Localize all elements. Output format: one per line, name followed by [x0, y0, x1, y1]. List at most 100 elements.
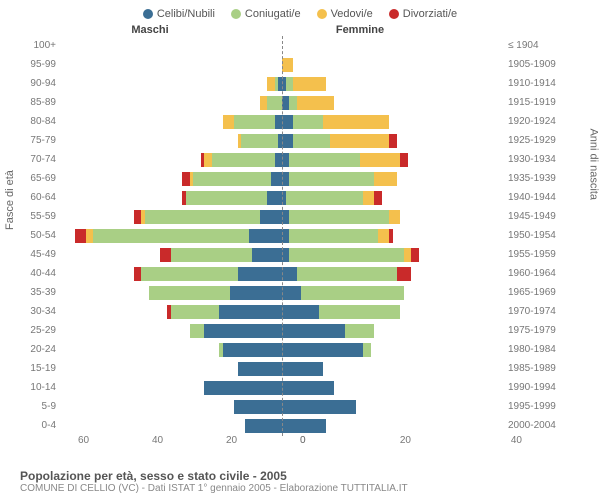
age-row: 90-941910-1914	[18, 74, 568, 93]
bar-male	[60, 96, 282, 110]
age-label: 45-49	[18, 249, 60, 260]
age-row: 45-491955-1959	[18, 245, 568, 264]
legend-item: Vedovi/e	[317, 8, 373, 20]
bar-male	[60, 267, 282, 281]
bar-male	[60, 248, 282, 262]
header-male: Maschi	[0, 24, 240, 36]
bar-female	[282, 58, 504, 72]
bar-female	[282, 267, 504, 281]
bar-male	[60, 305, 282, 319]
seg-co	[301, 286, 405, 300]
seg-v	[204, 153, 211, 167]
seg-co	[297, 267, 397, 281]
age-row: 60-641940-1944	[18, 188, 568, 207]
age-row: 95-991905-1909	[18, 55, 568, 74]
seg-v	[374, 172, 396, 186]
seg-c	[238, 267, 282, 281]
birth-label: 1910-1914	[504, 78, 564, 89]
age-label: 35-39	[18, 287, 60, 298]
age-label: 15-19	[18, 363, 60, 374]
birth-label: 1945-1949	[504, 211, 564, 222]
legend-swatch	[317, 9, 327, 19]
bar-male	[60, 400, 282, 414]
seg-co	[289, 153, 359, 167]
seg-c	[282, 305, 319, 319]
seg-v	[282, 58, 293, 72]
age-row: 55-591945-1949	[18, 207, 568, 226]
age-row: 100+≤ 1904	[18, 36, 568, 55]
seg-c	[275, 153, 282, 167]
seg-co	[289, 248, 404, 262]
bar-female	[282, 343, 504, 357]
seg-c	[282, 400, 356, 414]
seg-d	[389, 134, 396, 148]
bar-male	[60, 153, 282, 167]
age-label: 0-4	[18, 420, 60, 431]
bar-male	[60, 134, 282, 148]
legend-swatch	[389, 9, 399, 19]
seg-v	[297, 96, 334, 110]
bar-female	[282, 77, 504, 91]
seg-co	[193, 172, 271, 186]
age-label: 30-34	[18, 306, 60, 317]
seg-co	[345, 324, 375, 338]
age-label: 5-9	[18, 401, 60, 412]
seg-co	[289, 229, 378, 243]
legend-item: Divorziati/e	[389, 8, 457, 20]
seg-co	[319, 305, 400, 319]
seg-c	[249, 229, 282, 243]
age-label: 75-79	[18, 135, 60, 146]
bar-female	[282, 134, 504, 148]
birth-label: 1980-1984	[504, 344, 564, 355]
seg-d	[374, 191, 381, 205]
seg-v	[378, 229, 389, 243]
seg-co	[190, 324, 205, 338]
y-axis-right-title: Anni di nascita	[588, 128, 600, 200]
legend-item: Coniugati/e	[231, 8, 301, 20]
bar-male	[60, 381, 282, 395]
seg-co	[267, 96, 282, 110]
seg-co	[93, 229, 248, 243]
seg-c	[282, 362, 323, 376]
seg-d	[160, 248, 171, 262]
age-row: 75-791925-1929	[18, 131, 568, 150]
seg-c	[275, 115, 282, 129]
column-headers: Maschi Femmine	[0, 24, 600, 36]
birth-label: 2000-2004	[504, 420, 564, 431]
legend-swatch	[143, 9, 153, 19]
seg-co	[293, 115, 323, 129]
legend-label: Celibi/Nubili	[157, 8, 215, 20]
seg-d	[411, 248, 418, 262]
birth-label: ≤ 1904	[504, 40, 564, 51]
bar-female	[282, 39, 504, 53]
bar-female	[282, 381, 504, 395]
seg-d	[397, 267, 412, 281]
legend: Celibi/Nubili Coniugati/e Vedovi/e Divorzia…	[0, 0, 600, 24]
seg-d	[134, 210, 141, 224]
age-row: 25-291975-1979	[18, 321, 568, 340]
seg-co	[186, 191, 267, 205]
birth-label: 1960-1964	[504, 268, 564, 279]
seg-co	[241, 134, 278, 148]
bar-female	[282, 305, 504, 319]
bar-female	[282, 229, 504, 243]
seg-v	[223, 115, 234, 129]
seg-c	[282, 115, 293, 129]
bar-female	[282, 362, 504, 376]
seg-v	[86, 229, 93, 243]
age-label: 65-69	[18, 173, 60, 184]
age-row: 20-241980-1984	[18, 340, 568, 359]
seg-c	[204, 381, 282, 395]
seg-c	[282, 134, 293, 148]
age-label: 40-44	[18, 268, 60, 279]
bar-male	[60, 286, 282, 300]
pyramid-chart: 100+≤ 190495-991905-190990-941910-191485…	[18, 36, 568, 436]
seg-d	[400, 153, 407, 167]
center-line	[282, 36, 283, 436]
age-label: 60-64	[18, 192, 60, 203]
seg-v	[330, 134, 389, 148]
seg-d	[75, 229, 86, 243]
age-label: 10-14	[18, 382, 60, 393]
seg-c	[282, 96, 289, 110]
seg-v	[389, 210, 400, 224]
